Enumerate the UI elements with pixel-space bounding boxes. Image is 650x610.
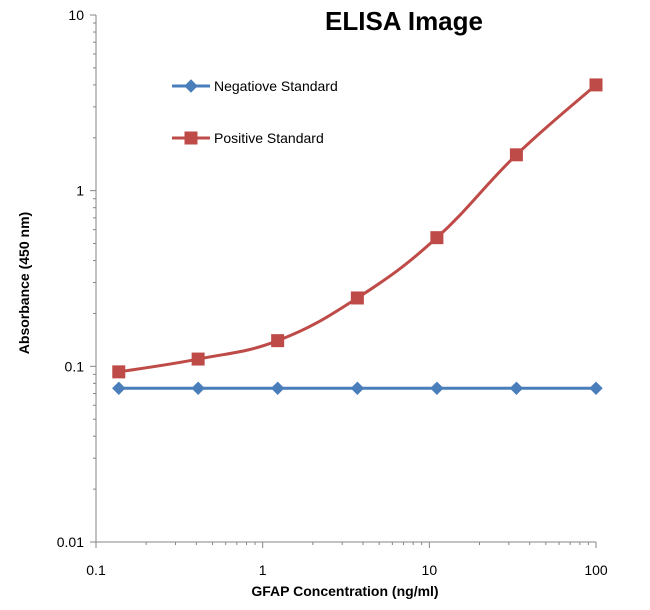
y-tick-label: 1 xyxy=(76,183,84,199)
legend: Negatiove Standard Positive Standard xyxy=(172,78,338,146)
legend-label: Positive Standard xyxy=(214,130,324,146)
legend-marker xyxy=(184,131,198,145)
y-tick-label: 0.1 xyxy=(65,358,85,374)
data-point-diamond xyxy=(509,381,524,395)
series-layer xyxy=(112,78,603,395)
y-axis-title: Absorbance (450 nm) xyxy=(16,212,32,354)
data-point-square xyxy=(589,78,603,92)
data-point-diamond xyxy=(270,381,285,395)
series-negative xyxy=(112,381,603,395)
data-point-square xyxy=(430,231,444,245)
x-axis-title: GFAP Concentration (ng/ml) xyxy=(251,583,438,599)
x-tick-label: 10 xyxy=(422,562,438,578)
data-point-square xyxy=(191,352,205,366)
x-tick-label: 1 xyxy=(259,562,267,578)
y-tick-label: 0.01 xyxy=(57,534,84,550)
x-tick-label: 100 xyxy=(584,562,608,578)
series-line xyxy=(118,83,597,374)
data-point-diamond xyxy=(112,381,126,395)
data-point-diamond xyxy=(191,381,205,395)
y-tick-label: 10 xyxy=(68,7,84,23)
data-point-diamond xyxy=(589,381,603,395)
x-tick-label: 0.1 xyxy=(86,562,106,578)
data-point-square xyxy=(112,365,126,379)
chart-title: ELISA Image xyxy=(325,6,483,36)
legend-item: Positive Standard xyxy=(172,130,324,146)
series-positive xyxy=(112,78,603,379)
data-point-square xyxy=(509,148,523,162)
data-point-diamond xyxy=(350,381,365,395)
legend-item: Negatiove Standard xyxy=(172,78,338,94)
legend-label: Negatiove Standard xyxy=(214,78,338,94)
data-point-square xyxy=(271,334,285,348)
data-point-square xyxy=(350,291,364,305)
data-point-diamond xyxy=(430,381,444,395)
legend-marker xyxy=(184,79,198,93)
